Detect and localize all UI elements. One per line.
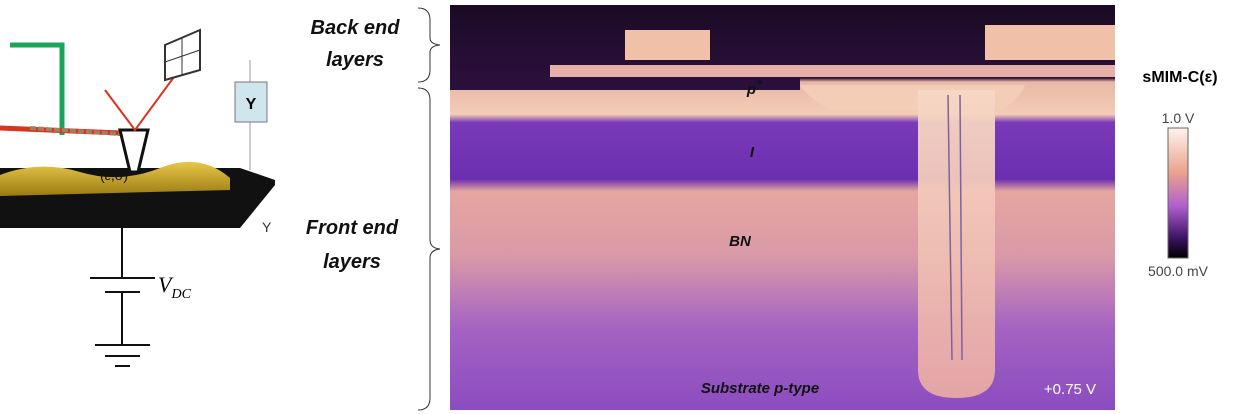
smim-image: p+ I BN Substrate p-type +0.75 V	[450, 5, 1115, 410]
bracket-label: layers	[323, 251, 381, 273]
p-sup: +	[756, 75, 763, 89]
layer-label: BN	[729, 233, 752, 250]
schematic: Y (ε,σ) Y VDC	[0, 30, 275, 366]
figure: Y (ε,σ) Y VDC Back end layers Front end …	[0, 0, 1242, 414]
voltage-sub: DC	[170, 287, 191, 302]
layer-label: Substrate p-type	[701, 380, 819, 397]
material-label: (ε,σ)	[100, 167, 128, 183]
bracket	[418, 8, 440, 82]
p-base: p	[746, 81, 756, 98]
metal-block	[985, 25, 1115, 60]
colorbar-min: 500.0 mV	[1148, 263, 1209, 279]
box-label: Y	[246, 96, 257, 113]
metal-block	[625, 30, 710, 60]
axis-label: Y	[262, 219, 272, 235]
colorbar-title: sMIM-C(ε)	[1142, 69, 1217, 86]
bias-label: +0.75 V	[1044, 381, 1096, 398]
bracket-label: Back end	[311, 17, 401, 39]
well	[918, 90, 995, 398]
voltage-label: VDC	[158, 272, 192, 302]
bracket	[418, 88, 440, 410]
battery-ground	[90, 228, 155, 366]
bracket-label: layers	[326, 49, 384, 71]
thin-layer	[550, 65, 1115, 77]
colorbar	[1168, 128, 1188, 258]
colorbar-max: 1.0 V	[1162, 110, 1195, 126]
bracket-label: Front end	[306, 217, 399, 239]
tip	[120, 130, 148, 172]
green-line	[10, 45, 62, 135]
